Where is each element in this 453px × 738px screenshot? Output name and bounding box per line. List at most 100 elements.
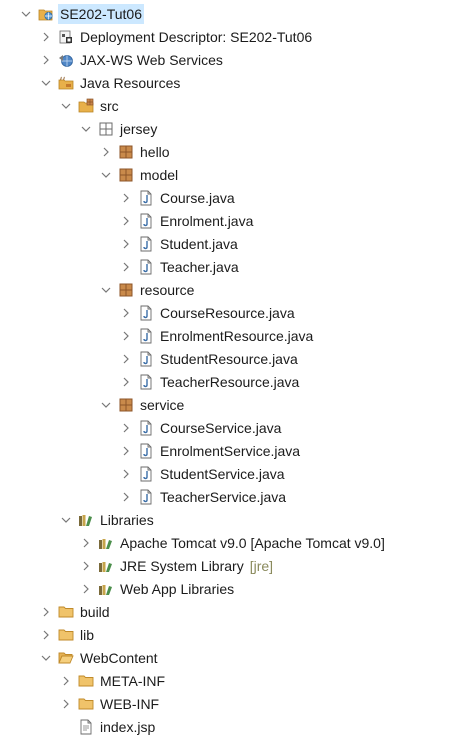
expand-arrow-icon[interactable] [79, 554, 93, 577]
tree-item-label: JRE System Library [120, 557, 244, 574]
tree-item-label: SE202-Tut06 [58, 3, 144, 24]
tree-item[interactable]: WebContent [0, 646, 453, 669]
package-filled-icon [118, 282, 134, 298]
tree-item-label: WebContent [80, 649, 158, 666]
expand-arrow-icon[interactable] [119, 462, 133, 485]
tree-item[interactable]: StudentService.java [0, 462, 453, 485]
tree-item[interactable]: Student.java [0, 232, 453, 255]
tree-item[interactable]: Java Resources [0, 71, 453, 94]
tree-item[interactable]: TeacherResource.java [0, 370, 453, 393]
expand-arrow-icon[interactable] [119, 370, 133, 393]
java-file-icon [138, 420, 154, 436]
library-icon [98, 535, 114, 551]
tree-item[interactable]: WEB-INF [0, 692, 453, 715]
tree-item-label: Apache Tomcat v9.0 [Apache Tomcat v9.0] [120, 534, 385, 551]
expand-arrow-icon[interactable] [119, 301, 133, 324]
package-icon [98, 121, 114, 137]
java-resources-icon [58, 75, 74, 91]
libraries-icon [78, 512, 94, 528]
tree-item-label: Libraries [100, 511, 154, 528]
java-file-icon [138, 466, 154, 482]
expand-arrow-icon[interactable] [119, 186, 133, 209]
folder-icon [78, 673, 94, 689]
java-file-icon [138, 259, 154, 275]
tree-item-label: TeacherService.java [160, 488, 287, 505]
expand-arrow-icon[interactable] [119, 485, 133, 508]
collapse-arrow-icon[interactable] [99, 278, 113, 301]
expand-arrow-icon[interactable] [119, 347, 133, 370]
expand-arrow-icon[interactable] [119, 324, 133, 347]
tree-item-label: JAX-WS Web Services [80, 51, 223, 68]
tree-item[interactable]: Deployment Descriptor: SE202-Tut06 [0, 25, 453, 48]
tree-item-label: jersey [120, 120, 158, 137]
tree-item[interactable]: SE202-Tut06 [0, 2, 453, 25]
collapse-arrow-icon[interactable] [59, 508, 73, 531]
expand-arrow-icon[interactable] [39, 48, 53, 71]
tree-item[interactable]: lib [0, 623, 453, 646]
tree-item[interactable]: Enrolment.java [0, 209, 453, 232]
tree-item[interactable]: CourseService.java [0, 416, 453, 439]
tree-item[interactable]: Teacher.java [0, 255, 453, 278]
tree-item[interactable]: StudentResource.java [0, 347, 453, 370]
expand-arrow-icon[interactable] [119, 439, 133, 462]
folder-open-icon [58, 650, 74, 666]
collapse-arrow-icon[interactable] [59, 94, 73, 117]
tree-item[interactable]: resource [0, 278, 453, 301]
collapse-arrow-icon[interactable] [99, 393, 113, 416]
tree-item[interactable]: model [0, 163, 453, 186]
collapse-arrow-icon[interactable] [79, 117, 93, 140]
expand-arrow-icon[interactable] [39, 25, 53, 48]
tree-item-label: TeacherResource.java [160, 373, 300, 390]
expand-arrow-icon[interactable] [59, 692, 73, 715]
tree-item[interactable]: Libraries [0, 508, 453, 531]
tree-item[interactable]: JRE System Library [jre] [0, 554, 453, 577]
tree-item-label: Enrolment.java [160, 212, 254, 229]
tree-item[interactable]: TeacherService.java [0, 485, 453, 508]
expand-arrow-icon[interactable] [39, 623, 53, 646]
folder-icon [58, 627, 74, 643]
java-file-icon [138, 328, 154, 344]
tree-item[interactable]: META-INF [0, 669, 453, 692]
expand-arrow-icon[interactable] [99, 140, 113, 163]
collapse-arrow-icon[interactable] [19, 2, 33, 25]
tree-item-label: EnrolmentResource.java [160, 327, 314, 344]
expand-arrow-icon[interactable] [119, 255, 133, 278]
collapse-arrow-icon[interactable] [39, 71, 53, 94]
jsp-file-icon [78, 719, 94, 735]
expand-arrow-icon[interactable] [59, 669, 73, 692]
tree-item-label: WEB-INF [100, 695, 160, 712]
source-folder-icon [78, 98, 94, 114]
collapse-arrow-icon[interactable] [39, 646, 53, 669]
collapse-arrow-icon[interactable] [99, 163, 113, 186]
tree-item-label: StudentResource.java [160, 350, 298, 367]
expand-arrow-icon[interactable] [79, 577, 93, 600]
java-file-icon [138, 489, 154, 505]
tree-item[interactable]: Apache Tomcat v9.0 [Apache Tomcat v9.0] [0, 531, 453, 554]
folder-icon [58, 604, 74, 620]
tree-item[interactable]: src [0, 94, 453, 117]
tree-item[interactable]: jersey [0, 117, 453, 140]
tree-item[interactable]: CourseResource.java [0, 301, 453, 324]
tree-item[interactable]: Web App Libraries [0, 577, 453, 600]
tree-item-label: Java Resources [80, 74, 181, 91]
tree-item[interactable]: build [0, 600, 453, 623]
expand-arrow-icon[interactable] [79, 531, 93, 554]
twisty-spacer [59, 715, 73, 738]
expand-arrow-icon[interactable] [39, 600, 53, 623]
tree-item[interactable]: hello [0, 140, 453, 163]
deployment-descriptor-icon [58, 29, 74, 45]
expand-arrow-icon[interactable] [119, 416, 133, 439]
tree-item[interactable]: EnrolmentService.java [0, 439, 453, 462]
tree-item[interactable]: EnrolmentResource.java [0, 324, 453, 347]
expand-arrow-icon[interactable] [119, 232, 133, 255]
folder-icon [78, 696, 94, 712]
tree-item[interactable]: index.jsp [0, 715, 453, 738]
tree-item[interactable]: JAX-WS Web Services [0, 48, 453, 71]
expand-arrow-icon[interactable] [119, 209, 133, 232]
tree-item-label: CourseResource.java [160, 304, 295, 321]
tree-item[interactable]: service [0, 393, 453, 416]
tree-item[interactable]: Course.java [0, 186, 453, 209]
tree-item-label: index.jsp [100, 718, 156, 735]
tree-item-label: META-INF [100, 672, 166, 689]
